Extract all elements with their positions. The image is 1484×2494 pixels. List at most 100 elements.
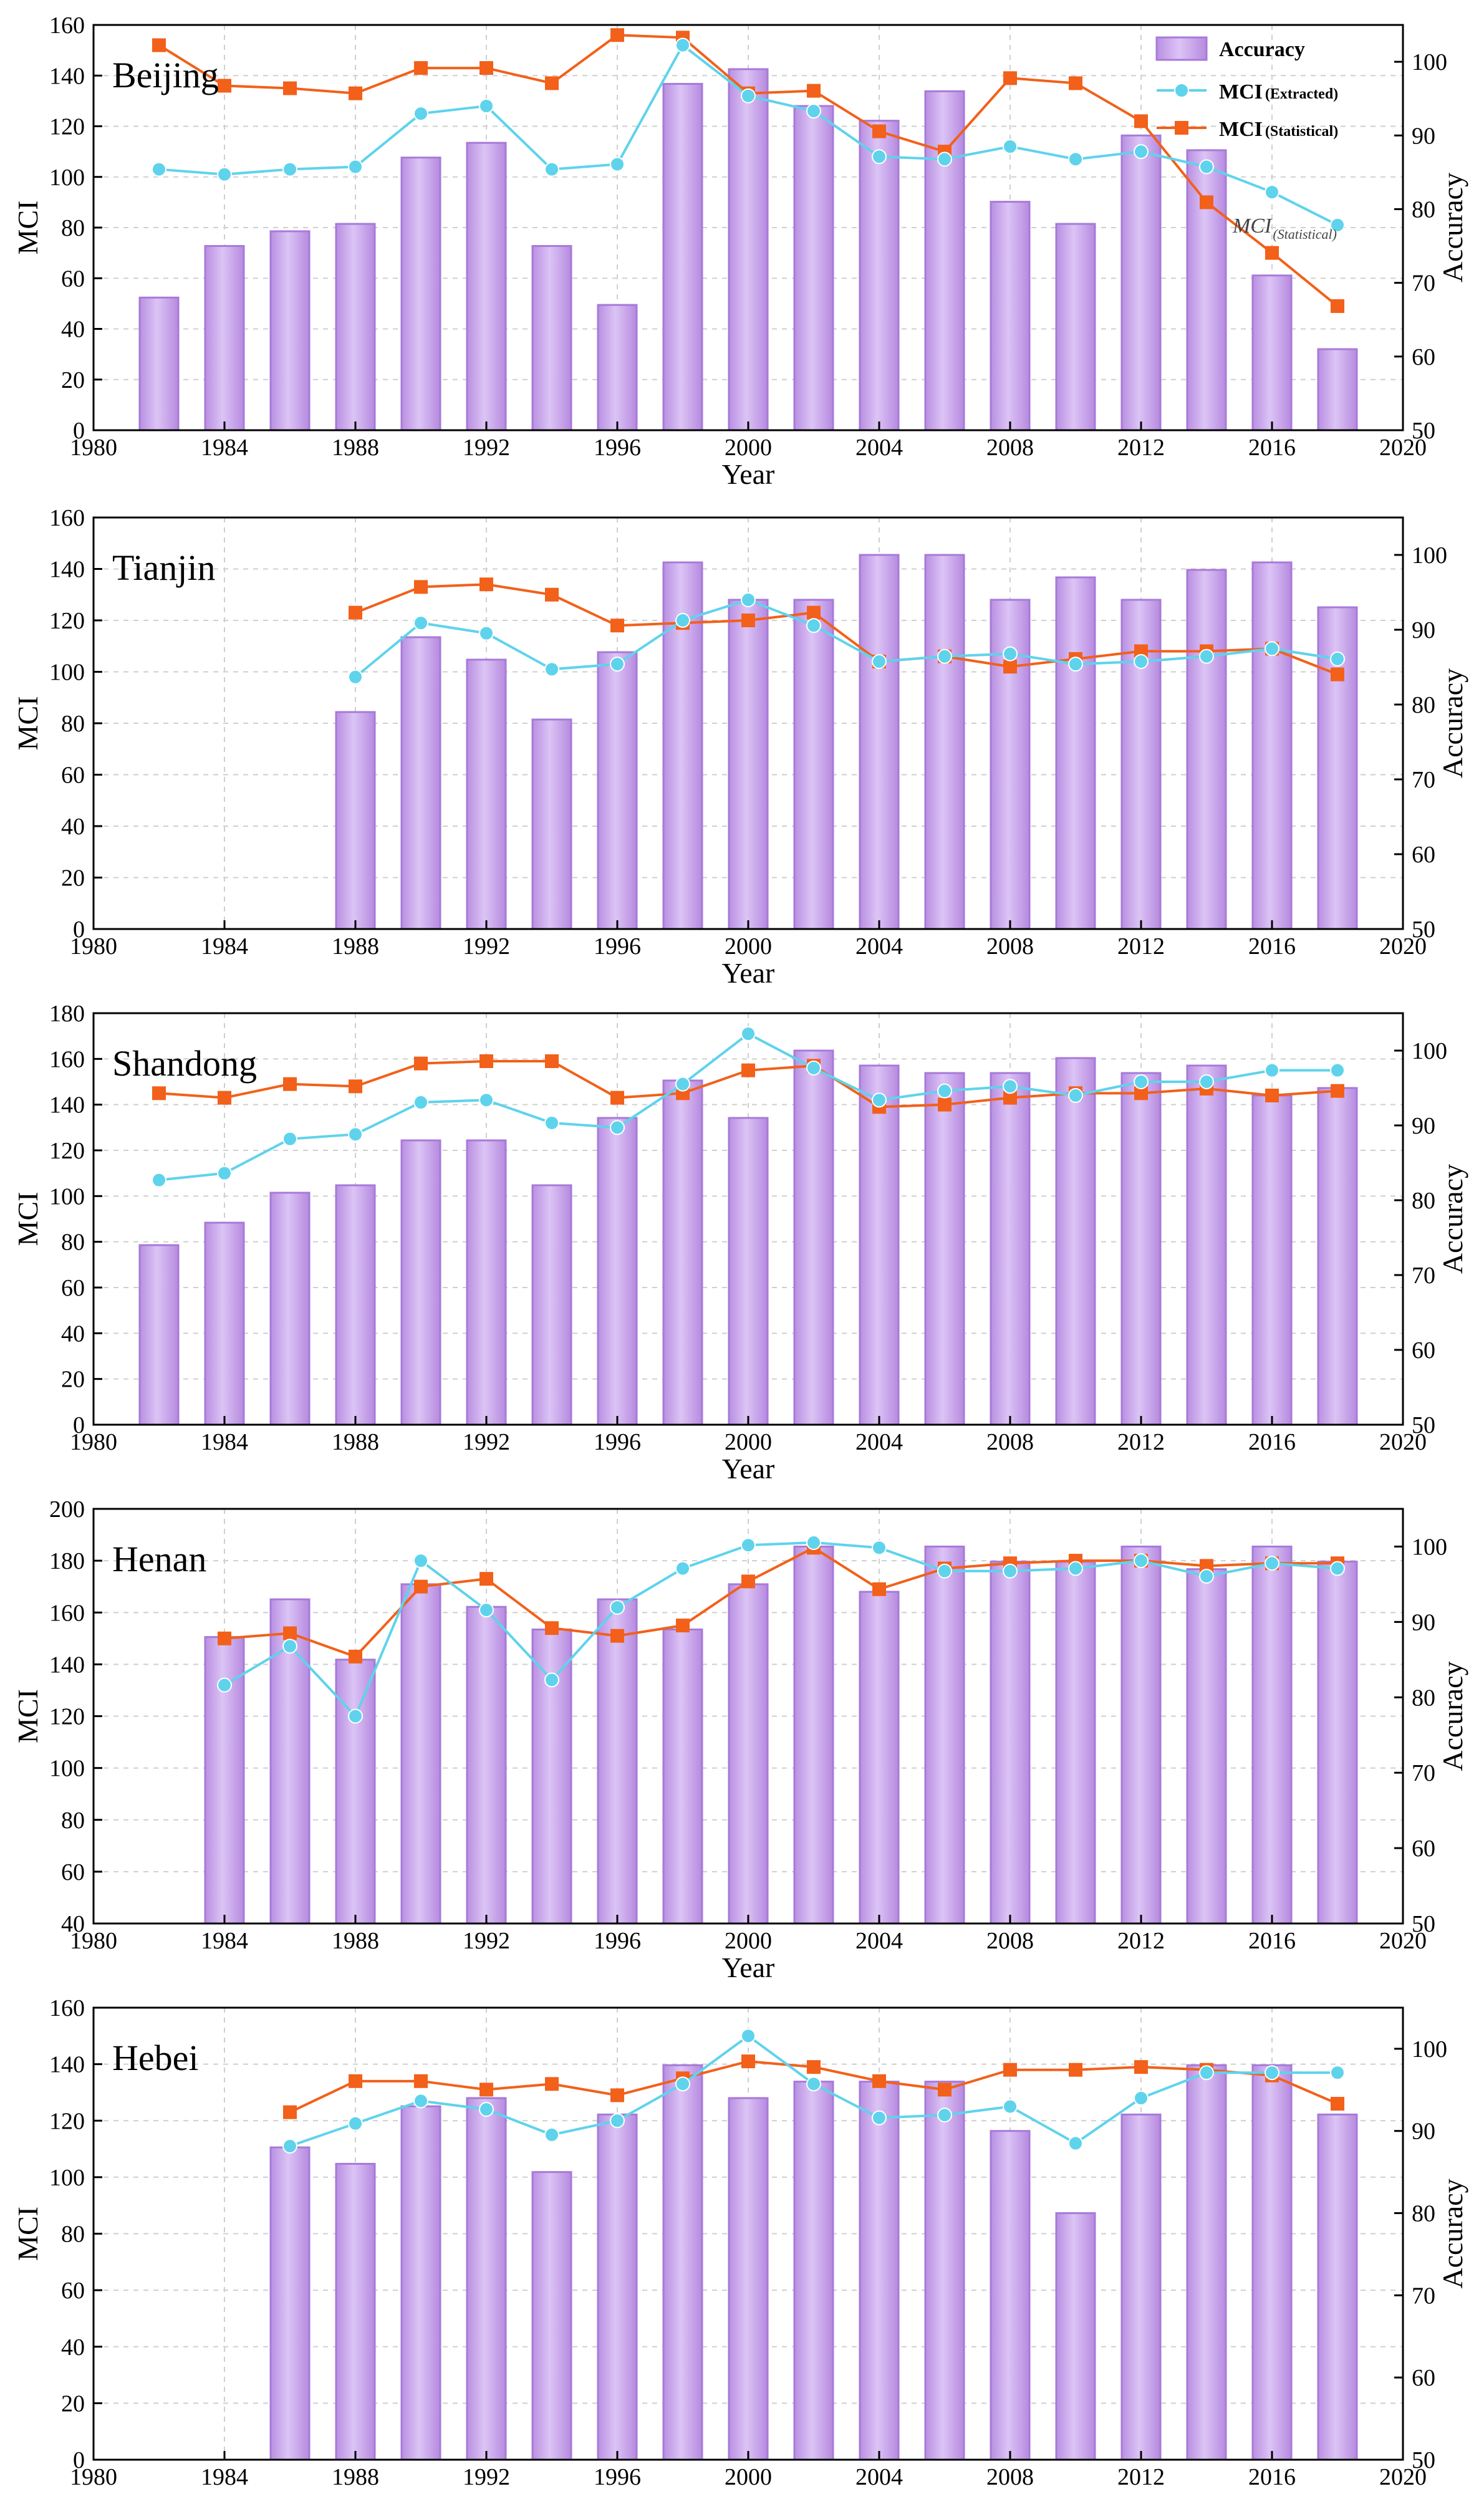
mci-extracted-point — [348, 1708, 363, 1724]
accuracy-bar — [1055, 1561, 1096, 1925]
mci-statistical-point — [414, 61, 428, 75]
x-tick-label: 2016 — [1248, 435, 1296, 461]
x-axis: 1980 1984 1988 1992 1996 2000 2004 2008 2012 2016… — [70, 1416, 1427, 1485]
y-tick-label: 60 — [61, 266, 85, 292]
mci-statistical-point — [283, 1626, 297, 1640]
accuracy-bar — [531, 2171, 572, 2461]
mci-statistical-point — [1003, 660, 1017, 674]
mci-extracted-point — [544, 662, 559, 677]
mci-extracted-point — [1330, 651, 1345, 667]
panel-tianjin: 1980 1984 1988 1992 1996 2000 2004 2008 2012 2016… — [12, 505, 1468, 989]
x-tick-label: 1988 — [332, 933, 379, 960]
mci-extracted-point — [675, 1076, 690, 1092]
accuracy-bar — [793, 105, 834, 431]
accuracy-bar — [1186, 1064, 1227, 1426]
annotation-mci-statistical: MCI(Statistical) — [1232, 214, 1337, 242]
mci-extracted-series — [152, 1026, 1345, 1188]
y2-tick-label: 70 — [1412, 1760, 1435, 1786]
mci-extracted-series — [348, 592, 1345, 685]
accuracy-bar — [662, 83, 703, 431]
y-tick-label: 100 — [49, 165, 85, 191]
accuracy-bar — [1317, 1561, 1358, 1925]
mci-extracted-series — [152, 37, 1345, 233]
accuracy-bar — [1055, 2212, 1096, 2461]
y-tick-label: 80 — [61, 2222, 85, 2248]
x-tick-label: 1996 — [594, 1928, 641, 1954]
y-tick-label: 160 — [49, 505, 85, 531]
panel-henan: 1980 1984 1988 1992 1996 2000 2004 2008 2012 2016… — [12, 1496, 1468, 1983]
mci-statistical-line — [224, 1546, 1337, 1659]
y-tick-label: 20 — [61, 865, 85, 892]
y2-tick-label: 70 — [1412, 271, 1435, 297]
y-axis-right: 50 60 70 80 90 100 Accuracy — [1394, 1534, 1468, 1937]
mci-extracted-point — [479, 99, 494, 113]
annotation-sub: (Statistical) — [1273, 226, 1337, 242]
accuracy-bar — [728, 599, 769, 930]
mci-extracted-point — [1199, 648, 1214, 664]
mci-extracted-point — [1134, 1553, 1149, 1569]
mci-statistical-point — [414, 2074, 428, 2088]
legend-extracted-marker — [1174, 83, 1189, 98]
y2-tick-label: 100 — [1412, 1038, 1447, 1064]
y2-tick-label: 80 — [1412, 1188, 1435, 1214]
y-tick-label: 20 — [61, 1367, 85, 1393]
y2-tick-label: 50 — [1412, 2447, 1435, 2473]
accuracy-bar — [1317, 348, 1358, 431]
x-tick-label: 2016 — [1248, 1928, 1296, 1954]
legend-statistical-sub: (Statistical) — [1265, 123, 1338, 140]
accuracy-bar — [924, 2081, 965, 2461]
y-tick-label: 160 — [49, 1600, 85, 1626]
mci-extracted-point — [806, 1061, 821, 1076]
accuracy-bars — [335, 554, 1358, 930]
mci-statistical-point — [1200, 1559, 1213, 1573]
mci-extracted-point — [1330, 2065, 1345, 2081]
mci-statistical-point — [1331, 2097, 1344, 2111]
accuracy-bar — [1251, 1545, 1293, 1925]
mci-statistical-point — [1003, 1091, 1017, 1105]
x-tick-label: 2020 — [1379, 933, 1427, 960]
y2-axis-title: Accuracy — [1437, 2179, 1468, 2288]
accuracy-bar — [728, 68, 769, 431]
x-tick-label: 1988 — [332, 2464, 379, 2490]
accuracy-bars — [269, 2064, 1358, 2461]
accuracy-bar — [1317, 1087, 1358, 1426]
x-tick-label: 1992 — [463, 1429, 510, 1455]
mci-statistical-point — [414, 1056, 428, 1071]
mci-statistical-point — [741, 614, 755, 627]
y-axis-left: 0 20 40 60 80 100 120 140 160 MCI — [12, 12, 102, 444]
y2-tick-label: 100 — [1412, 49, 1447, 75]
mci-statistical-point — [1134, 2060, 1148, 2074]
x-tick-label: 1984 — [201, 2464, 248, 2490]
x-tick-label: 2012 — [1117, 1928, 1165, 1954]
legend-extracted-main: MCI — [1219, 80, 1263, 104]
y-tick-label: 140 — [49, 63, 85, 89]
accuracy-bar — [793, 2081, 834, 2461]
gridlines — [94, 1509, 1403, 1923]
mci-extracted-point — [1330, 1062, 1345, 1078]
accuracy-bar — [793, 1049, 834, 1426]
mci-extracted-point — [806, 104, 821, 119]
x-tick-label: 2008 — [986, 2464, 1034, 2490]
mci-extracted-point — [610, 1599, 625, 1615]
accuracy-bar — [466, 1139, 507, 1426]
panel-hebei: 1980 1984 1988 1992 1996 2000 2004 2008 2012 2016… — [12, 1995, 1468, 2494]
x-axis: 1980 1984 1988 1992 1996 2000 2004 2008 2012 2016… — [70, 2451, 1427, 2494]
y2-tick-label: 60 — [1412, 842, 1435, 868]
mci-extracted-point — [1134, 1074, 1149, 1089]
mci-extracted-point — [1265, 1062, 1279, 1078]
x-axis-title: Year — [722, 957, 775, 989]
panel-title: Shandong — [112, 1043, 257, 1084]
legend-accuracy-label: Accuracy — [1219, 38, 1305, 61]
accuracy-bar — [924, 90, 965, 431]
y2-tick-label: 100 — [1412, 542, 1447, 569]
accuracy-bar — [990, 1561, 1031, 1925]
accuracy-bar — [859, 1064, 900, 1426]
x-tick-label: 2016 — [1248, 933, 1296, 960]
mci-statistical-point — [676, 1619, 690, 1633]
y-tick-label: 160 — [49, 1995, 85, 2021]
x-tick-label: 1980 — [70, 933, 117, 960]
accuracy-bar — [400, 1583, 441, 1925]
accuracy-bar — [597, 304, 638, 431]
y-tick-label: 40 — [61, 317, 85, 343]
